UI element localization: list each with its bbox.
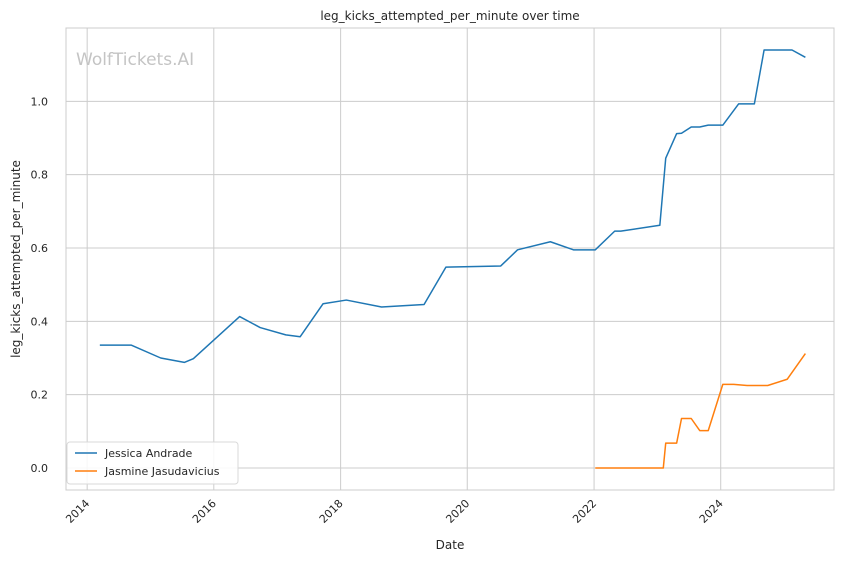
series-line-0: [99, 49, 806, 364]
legend: Jessica Andrade Jasmine Jasudavicius: [66, 441, 239, 485]
y-tick-label: 1.0: [31, 95, 49, 108]
y-axis-label: leg_kicks_attempted_per_minute: [9, 160, 23, 358]
watermark-text: WolfTickets.AI: [76, 50, 194, 70]
legend-box: [66, 441, 239, 485]
axes-frame: [65, 27, 835, 491]
y-tick-label: 0.6: [31, 242, 49, 255]
x-axis-label: Date: [436, 538, 465, 552]
y-tick-label: 0.8: [31, 169, 49, 182]
y-tick-label: 0.2: [31, 389, 49, 402]
grid: [66, 28, 834, 490]
y-tick-label: 0.4: [31, 315, 49, 328]
y-tick-label: 0.0: [31, 462, 49, 475]
legend-label-0: Jessica Andrade: [104, 447, 193, 460]
chart-title: leg_kicks_attempted_per_minute over time: [320, 9, 579, 23]
legend-label-1: Jasmine Jasudavicius: [104, 465, 220, 478]
series-lines: [99, 49, 806, 469]
series-line-1: [595, 353, 806, 469]
